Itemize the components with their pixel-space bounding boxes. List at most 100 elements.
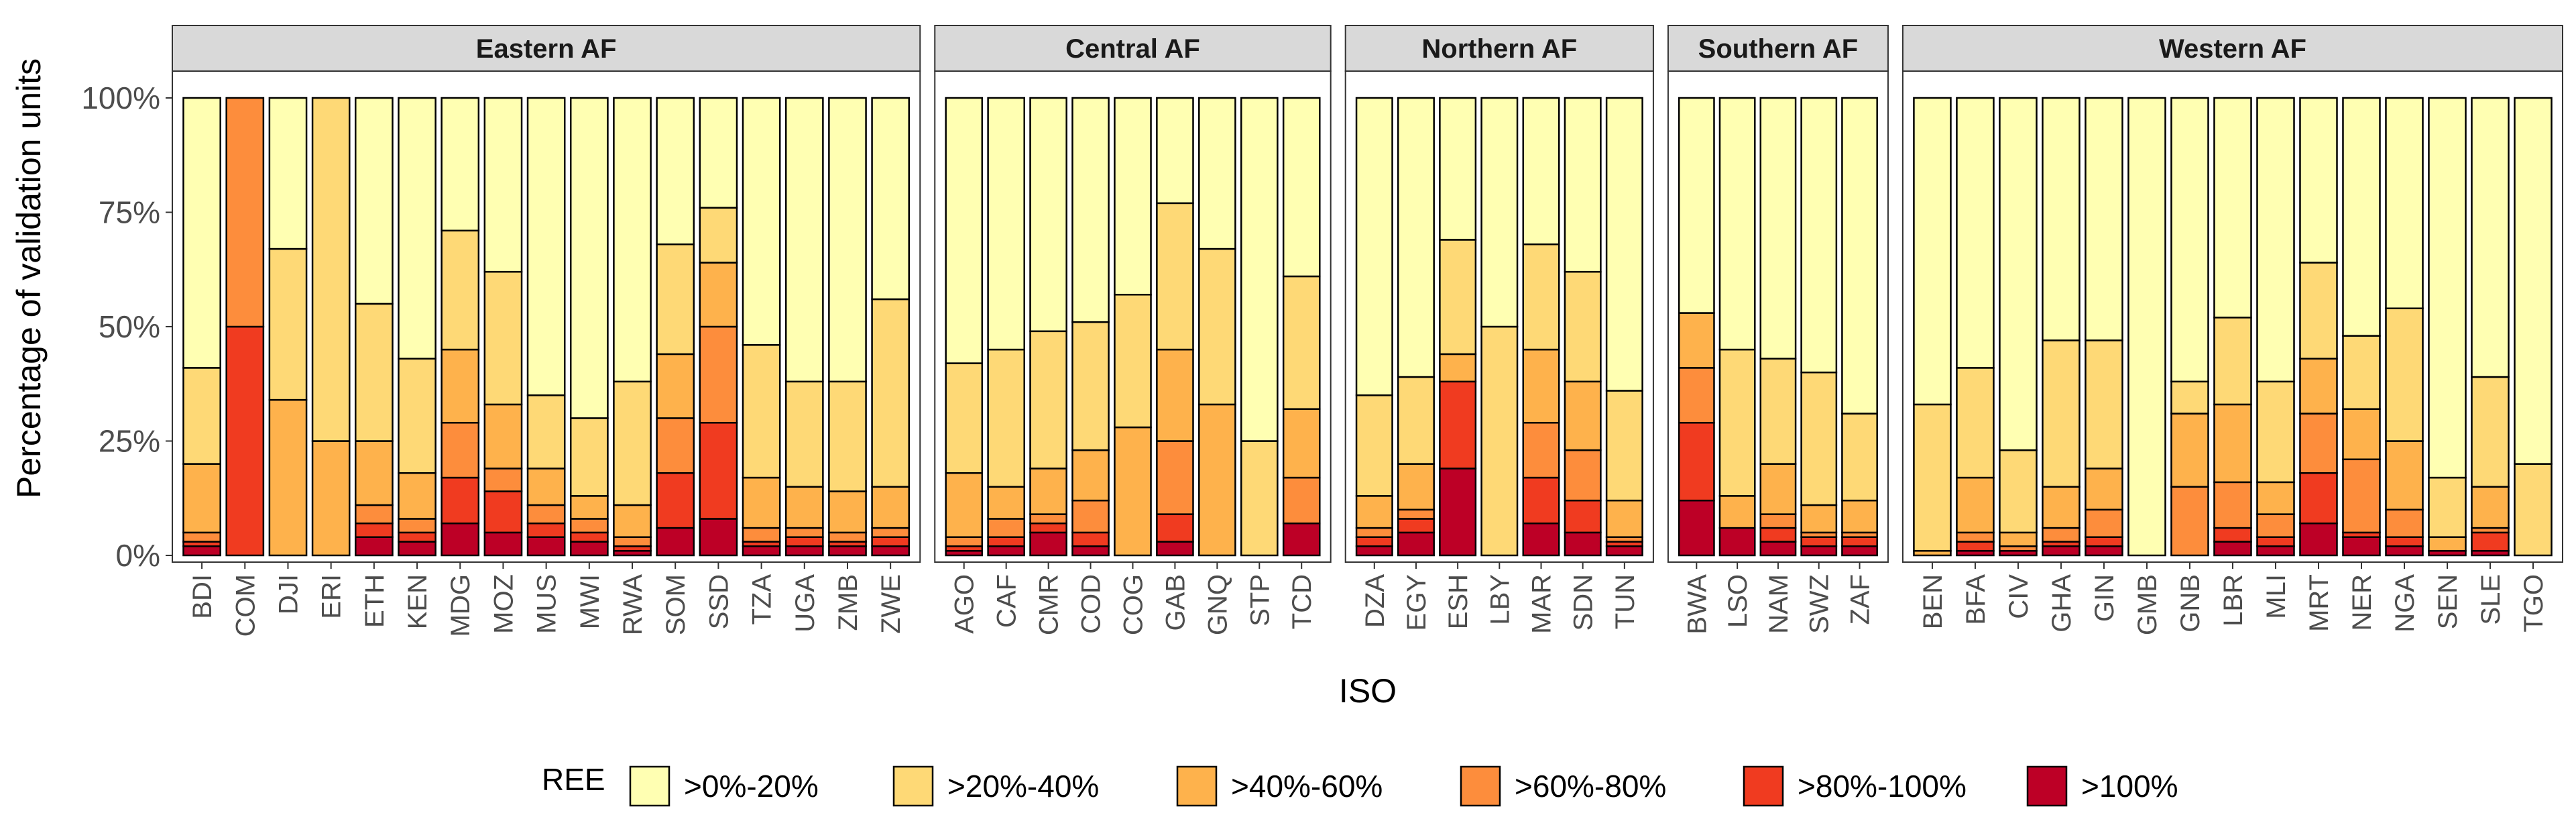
panel-southern-af: Southern AF BWA LSO NAM SWZ ZAF xyxy=(1667,25,1889,635)
bar-segment-MUS->20%-40% xyxy=(526,394,566,470)
x-tick-label: SWZ xyxy=(1805,574,1834,634)
bar-segment-SLE->0%-20% xyxy=(2471,97,2510,378)
bar-segment-COD->0%-20% xyxy=(1071,97,1110,323)
bar-segment-GHA->100% xyxy=(2042,545,2081,557)
bar-segment-SDN->0%-20% xyxy=(1564,97,1602,273)
bar-segment-ZMB->40%-60% xyxy=(828,490,867,534)
bar-segment-ZMB->100% xyxy=(828,545,867,557)
bar-segment-KEN->0%-20% xyxy=(398,97,436,360)
bar-segment-COD->80%-100% xyxy=(1071,531,1110,547)
bar-segment-LBR->60%-80% xyxy=(2213,481,2252,529)
bar-segment-CIV->0%-20% xyxy=(1999,97,2038,451)
bar-segment-UGA->100% xyxy=(784,545,824,557)
x-tick-label: BDI xyxy=(188,574,217,619)
x-tick-label: NAM xyxy=(1764,574,1794,634)
x-tick-label: BEN xyxy=(1918,574,1948,629)
bar-segment-ZAF->40%-60% xyxy=(1841,499,1878,534)
x-tick-label: COD xyxy=(1077,574,1106,634)
bar-segment-MDG->20%-40% xyxy=(441,229,480,351)
bar-segment-LBR->20%-40% xyxy=(2213,317,2252,406)
bar-segment-BWA->40%-60% xyxy=(1678,312,1715,369)
bar-segment-DZA->60%-80% xyxy=(1355,527,1393,538)
bar-segment-COD->40%-60% xyxy=(1071,449,1110,502)
x-tick-label: ERI xyxy=(317,574,347,619)
bar-segment-MLI->20%-40% xyxy=(2256,380,2295,484)
bar-segment-SSD->60%-80% xyxy=(699,325,738,424)
bar-segment-ZWE->40%-60% xyxy=(871,486,911,529)
bar-SOM xyxy=(656,97,695,557)
bar-NGA xyxy=(2385,97,2424,557)
x-tick-label: KEN xyxy=(403,574,432,629)
bar-segment-CIV->20%-40% xyxy=(1999,449,2038,534)
x-tick-label: NGA xyxy=(2390,574,2420,633)
bar-segment-SDN->80%-100% xyxy=(1564,499,1602,534)
bar-segment-MLI->60%-80% xyxy=(2256,513,2295,538)
bar-segment-CAF->100% xyxy=(987,545,1025,557)
bar-segment-GIN->0%-20% xyxy=(2085,97,2123,341)
bar-segment-NAM->100% xyxy=(1759,541,1797,557)
x-tick-label: SSD xyxy=(704,574,734,629)
bar-segment-GAB->80%-100% xyxy=(1156,513,1194,543)
bar-segment-ZAF->0%-20% xyxy=(1841,97,1878,415)
bar-segment-MOZ->100% xyxy=(483,531,523,557)
bar-segment-BEN->20%-40% xyxy=(1913,403,1952,552)
bar-NER xyxy=(2342,97,2381,557)
bar-segment-GNB->60%-80% xyxy=(2170,486,2209,557)
bar-segment-TCD->60%-80% xyxy=(1282,476,1321,525)
x-tick-label: EGY xyxy=(1402,574,1431,631)
x-tick-label: LBR xyxy=(2219,574,2248,627)
bar-SLE xyxy=(2471,97,2510,557)
bar-segment-CMR->100% xyxy=(1029,531,1067,557)
bar-segment-LSO->100% xyxy=(1718,527,1756,557)
bar-segment-SDN->40%-60% xyxy=(1564,380,1602,451)
x-tick-label: MRT xyxy=(2304,574,2334,632)
bar-segment-SLE->20%-40% xyxy=(2471,376,2510,488)
bar-segment-GNB->40%-60% xyxy=(2170,413,2209,488)
bar-BFA xyxy=(1956,97,1995,557)
bar-segment-LSO->40%-60% xyxy=(1718,495,1756,529)
panel-border xyxy=(1901,70,2563,563)
bar-segment-LBY->0%-20% xyxy=(1480,97,1519,328)
bar-segment-BDI->20%-40% xyxy=(182,367,221,465)
bar-segment-TGO->20%-40% xyxy=(2514,463,2553,557)
bar-segment-ERI->20%-40% xyxy=(311,97,351,442)
bar-segment-NER->100% xyxy=(2342,536,2381,557)
bar-segment-UGA->80%-100% xyxy=(784,536,824,547)
x-tick-label: GNQ xyxy=(1203,574,1232,635)
bar-segment-SEN->20%-40% xyxy=(2428,476,2467,538)
bar-segment-TCD->100% xyxy=(1282,523,1321,557)
bar-segment-BEN->0%-20% xyxy=(1913,97,1952,406)
bar-segment-NAM->80%-100% xyxy=(1759,527,1797,543)
bar-CAF xyxy=(987,97,1025,557)
bar-segment-RWA->0%-20% xyxy=(613,97,652,383)
bar-CMR xyxy=(1029,97,1067,557)
bar-segment-STP->20%-40% xyxy=(1240,440,1279,557)
bar-CIV xyxy=(1999,97,2038,557)
bar-MLI xyxy=(2256,97,2295,557)
bar-segment-COM->60%-80% xyxy=(225,97,265,328)
x-tick-label: GNB xyxy=(2176,574,2205,633)
legend-label: >60%-80% xyxy=(1515,769,1666,804)
bar-segment-DZA->80%-100% xyxy=(1355,536,1393,547)
bar-segment-MOZ->80%-100% xyxy=(483,490,523,534)
x-tick-label: SLE xyxy=(2476,574,2506,625)
bar-MRT xyxy=(2299,97,2338,557)
y-tick-label: 50% xyxy=(99,309,160,344)
bar-segment-LBR->40%-60% xyxy=(2213,403,2252,484)
bar-segment-SOM->20%-40% xyxy=(656,243,695,356)
bar-MOZ xyxy=(483,97,523,557)
legend-key xyxy=(892,765,934,807)
bar-segment-BFA->20%-40% xyxy=(1956,367,1995,479)
bar-RWA xyxy=(613,97,652,557)
bar-segment-LSO->0%-20% xyxy=(1718,97,1756,351)
bar-segment-BWA->80%-100% xyxy=(1678,421,1715,502)
bar-segment-STP->0%-20% xyxy=(1240,97,1279,442)
bar-segment-TGO->0%-20% xyxy=(2514,97,2553,465)
bar-segment-NGA->60%-80% xyxy=(2385,508,2424,538)
bar-segment-CAF->20%-40% xyxy=(987,348,1025,488)
bar-segment-BWA->60%-80% xyxy=(1678,367,1715,424)
bar-segment-GIN->60%-80% xyxy=(2085,508,2123,538)
bar-ERI xyxy=(311,97,351,557)
bar-MDG xyxy=(441,97,480,557)
bar-ETH xyxy=(355,97,394,557)
